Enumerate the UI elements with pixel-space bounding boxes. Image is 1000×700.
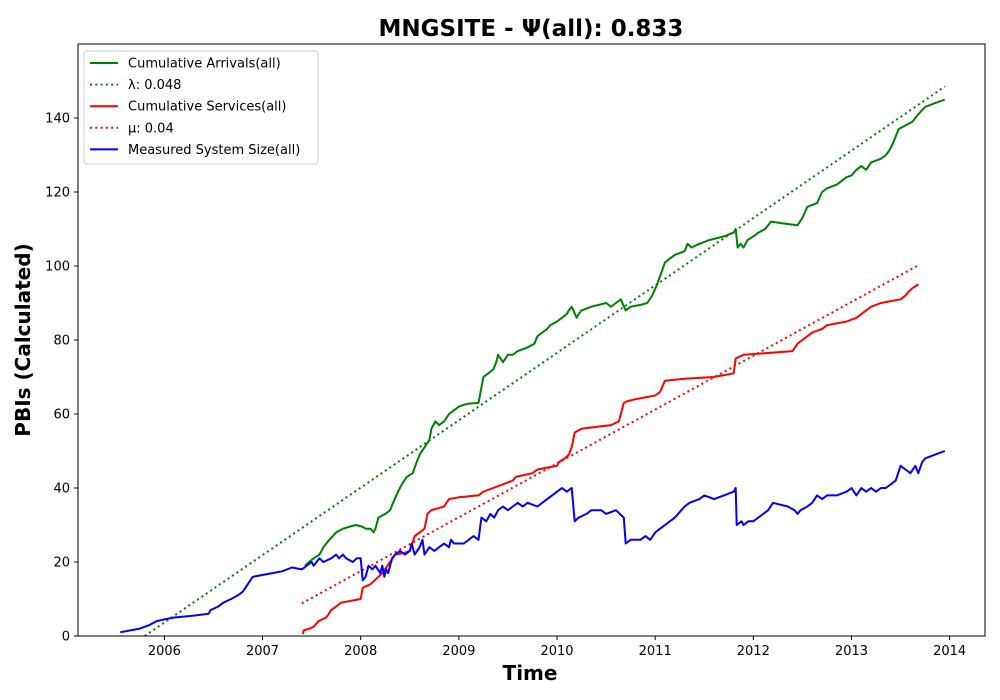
series-line-3 [301,264,919,605]
series-line-0 [304,98,946,567]
chart-title: MNGSITE - Ψ(all): 0.833 [379,16,684,42]
legend-label: Cumulative Arrivals(all) [128,57,281,72]
x-axis: 2006 2007 2008 2009 2010 2011 2012 2013 2014 [148,636,966,659]
x-tick-label: 2014 [933,644,966,659]
series-line-1 [144,85,946,636]
legend-label: μ: 0.04 [128,121,174,136]
y-tick-label: 80 [53,334,70,349]
y-tick-label: 40 [53,482,70,497]
x-tick-label: 2010 [540,644,573,659]
legend-label: λ: 0.048 [128,78,181,93]
x-tick-label: 2013 [835,644,868,659]
y-axis-label: PBIs (Calculated) [11,243,35,436]
y-tick-label: 60 [53,408,70,423]
series-line-2 [301,283,919,635]
series-line-4 [120,450,946,634]
y-tick-label: 100 [45,260,70,275]
legend: Cumulative Arrivals(all) λ: 0.048 Cumulati… [83,50,319,165]
x-tick-label: 2008 [344,644,377,659]
legend-box [83,50,319,165]
y-tick-label: 140 [45,112,70,127]
legend-label: Measured System Size(all) [128,143,300,158]
x-tick-label: 2012 [737,644,770,659]
x-tick-label: 2009 [442,644,475,659]
x-tick-label: 2006 [148,644,181,659]
x-tick-label: 2011 [639,644,672,659]
legend-label: Cumulative Services(all) [128,100,286,115]
series-layer [120,85,946,636]
x-tick-label: 2007 [246,644,279,659]
y-tick-label: 120 [45,186,70,201]
y-axis: 0 20 40 60 80 100 120 140 [45,112,78,645]
y-tick-label: 20 [53,556,70,571]
y-tick-label: 0 [62,630,70,645]
x-axis-label: Time [503,661,558,685]
